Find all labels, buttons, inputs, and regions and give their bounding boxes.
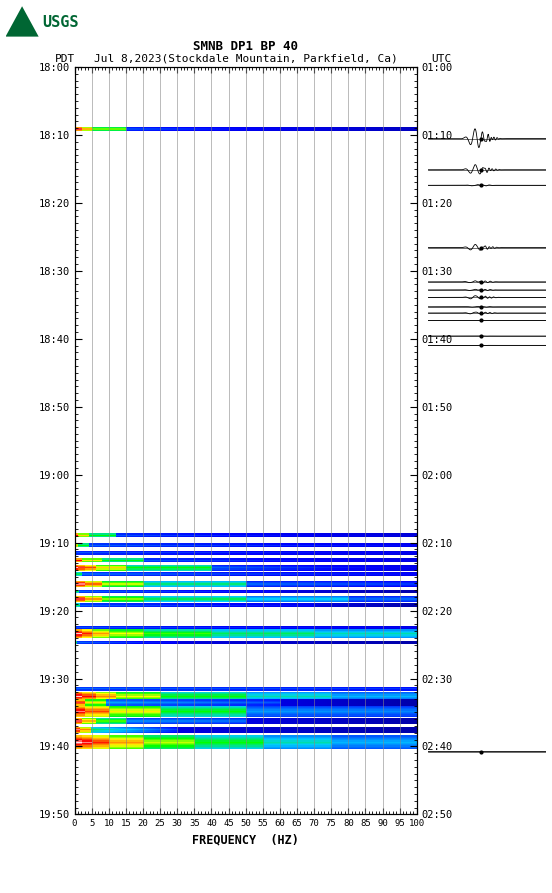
X-axis label: FREQUENCY  (HZ): FREQUENCY (HZ) <box>192 834 299 847</box>
Text: SMNB DP1 BP 40: SMNB DP1 BP 40 <box>193 40 298 54</box>
Text: USGS: USGS <box>42 15 78 29</box>
Text: Jul 8,2023(Stockdale Mountain, Parkfield, Ca): Jul 8,2023(Stockdale Mountain, Parkfield… <box>94 54 397 63</box>
Polygon shape <box>6 6 39 37</box>
Text: PDT: PDT <box>55 54 76 63</box>
Text: UTC: UTC <box>432 54 452 63</box>
